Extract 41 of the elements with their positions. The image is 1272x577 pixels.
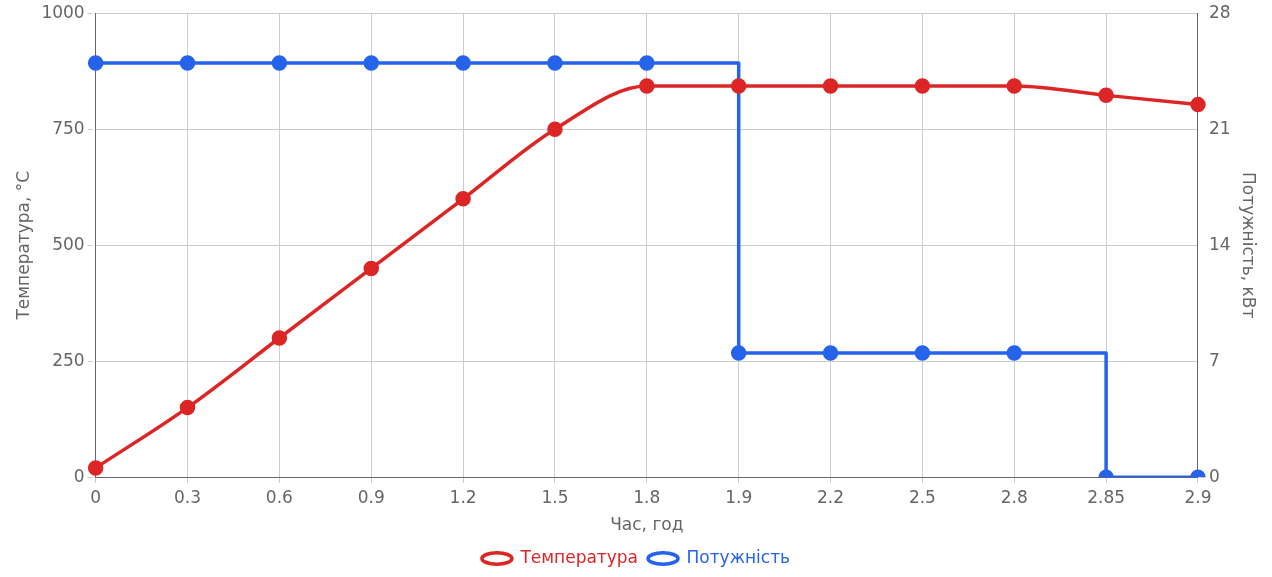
y2-tick-label: 14 (1208, 233, 1231, 254)
point (363, 260, 379, 277)
y2-axis-title: Потужність, кВт (1239, 172, 1260, 319)
point (455, 191, 471, 207)
x-tick-label: 0.6 (265, 486, 293, 507)
point (1006, 78, 1022, 94)
x-tick-label: 2.2 (817, 486, 845, 507)
x-tick-label: 2.5 (908, 486, 936, 507)
point (1190, 96, 1206, 113)
y-tick-label: 750 (52, 117, 85, 138)
x-tick-label: 2.8 (1000, 486, 1028, 507)
y-tick-label: 250 (52, 349, 85, 370)
x-tick-label: 1.2 (449, 486, 477, 507)
y-tick-label: 0 (73, 465, 85, 486)
y-tick-label: 500 (52, 233, 85, 254)
y-axis-title: Температура, °C (12, 170, 33, 321)
x-tick-label: 2.9 (1184, 486, 1212, 507)
legend-label: Потужність (686, 546, 791, 567)
y2-tick-label: 21 (1208, 117, 1231, 138)
point (730, 78, 747, 94)
x-tick-label: 2.85 (1087, 486, 1126, 507)
y2-tick-label: 7 (1208, 349, 1220, 370)
y2-tick-label: 0 (1208, 465, 1220, 486)
legend-label: Температура (519, 546, 639, 567)
point (639, 78, 655, 94)
x-tick-label: 1.5 (541, 486, 569, 507)
x-tick-label: 1.9 (725, 486, 753, 507)
y-tick-label: 1000 (41, 1, 85, 22)
point (822, 78, 839, 94)
point (547, 121, 563, 137)
x-tick-label: 0.9 (357, 486, 385, 507)
x-tick-label: 1.8 (633, 486, 661, 507)
y2-tick-label: 28 (1208, 1, 1231, 22)
x-tick-label: 0 (90, 486, 102, 507)
point (271, 330, 288, 346)
x-tick-label: 0.3 (174, 486, 202, 507)
point (179, 399, 196, 416)
x-axis-title: Час, год (610, 514, 684, 535)
point (87, 460, 104, 476)
point (914, 78, 931, 94)
point (1098, 87, 1114, 104)
